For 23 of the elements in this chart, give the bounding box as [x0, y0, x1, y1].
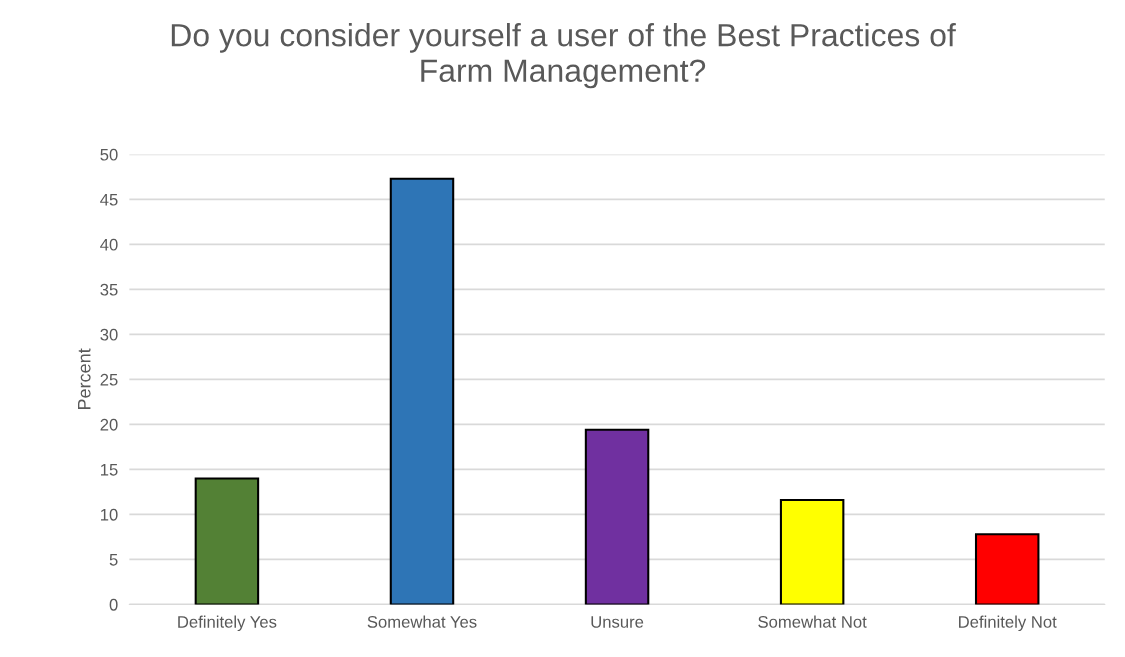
x-tick-label: Somewhat Not — [758, 615, 867, 628]
x-tick-label: Definitely Yes — [178, 615, 277, 632]
y-tick-label: 10 — [101, 508, 118, 521]
bar — [779, 498, 845, 605]
y-axis-title: Percent — [78, 348, 91, 410]
bar — [389, 177, 455, 605]
y-tick-label: 45 — [100, 193, 118, 206]
y-tick-label: 40 — [100, 238, 118, 251]
bar — [194, 477, 260, 605]
y-tick-label: 5 — [109, 554, 118, 566]
x-tick-label: Definitely Not — [959, 615, 1057, 632]
y-tick-label: 50 — [100, 148, 118, 161]
y-tick-label: 15 — [101, 464, 118, 476]
y-tick-label: 25 — [100, 373, 118, 386]
bar — [974, 533, 1040, 605]
y-tick-label: 0 — [109, 598, 118, 611]
y-tick-label: 30 — [100, 328, 118, 341]
x-tick-label: Somewhat Yes — [367, 615, 477, 628]
chart-title: Do you consider yourself a user of the Best Practices of Farm Management? — [171, 23, 956, 89]
y-tick-label: 20 — [100, 418, 118, 431]
y-tick-label: 35 — [100, 283, 118, 296]
bar — [584, 428, 650, 605]
x-tick-label: Unsure — [591, 616, 644, 628]
